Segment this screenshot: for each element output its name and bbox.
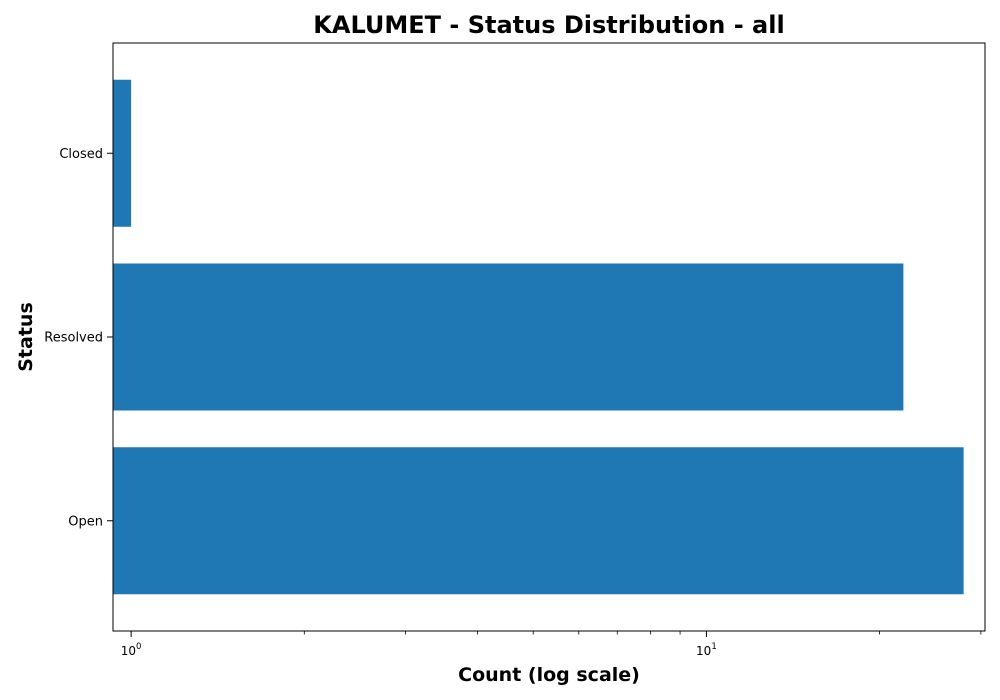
- x-tick-base: 10: [696, 644, 711, 658]
- x-tick-exponent: 1: [711, 642, 716, 652]
- y-tick-label-resolved: Resolved: [44, 331, 103, 346]
- x-tick-exponent: 0: [136, 642, 141, 652]
- y-axis-title: Status: [15, 302, 37, 372]
- y-tick-label-open: Open: [68, 514, 103, 529]
- x-axis-title: Count (log scale): [458, 664, 640, 686]
- x-tick-base: 10: [121, 644, 136, 658]
- x-tick-label-1: 101: [696, 642, 717, 658]
- chart-title: KALUMET - Status Distribution - all: [313, 11, 784, 39]
- y-tick-label-closed: Closed: [59, 147, 103, 162]
- plot-frame: [112, 42, 986, 632]
- bar-open: [113, 447, 964, 595]
- bar-closed: [113, 79, 132, 227]
- x-tick-label-0: 100: [121, 642, 142, 658]
- bar-resolved: [113, 263, 904, 411]
- bars-layer: [113, 79, 964, 595]
